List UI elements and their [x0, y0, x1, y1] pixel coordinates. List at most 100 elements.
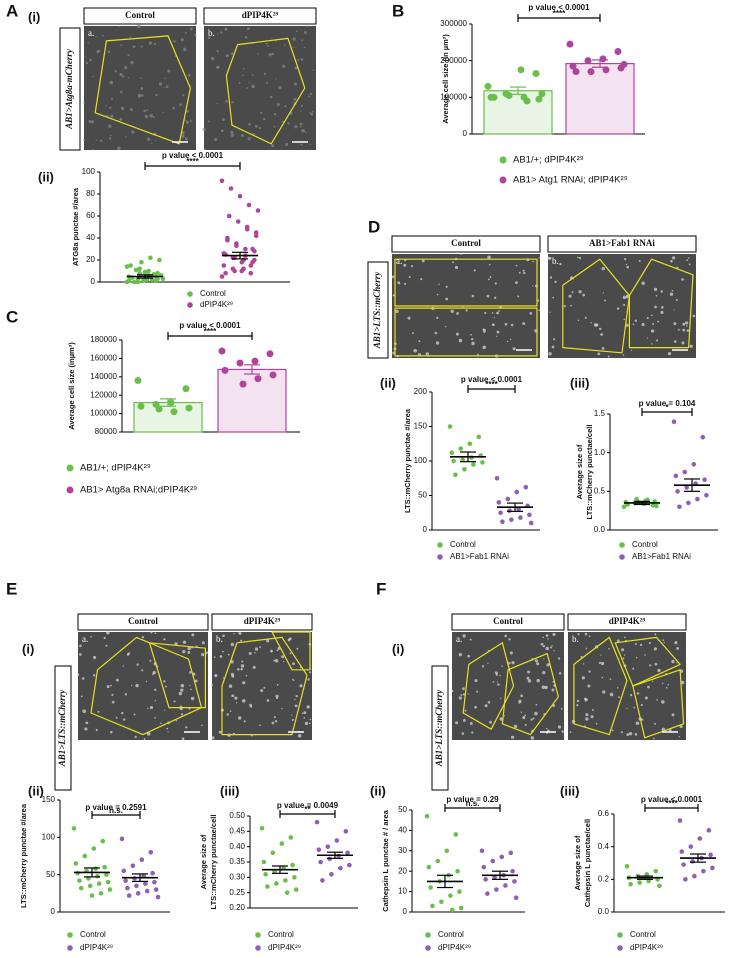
speckle	[462, 693, 466, 696]
data-point	[102, 864, 107, 870]
speckle	[146, 137, 151, 141]
speckle	[243, 720, 246, 723]
speckle	[512, 347, 516, 351]
data-point	[105, 879, 111, 885]
y-axis-label: Average size of	[199, 834, 208, 889]
cell-outline	[501, 653, 559, 736]
speckle	[526, 676, 530, 680]
speckle	[131, 130, 135, 134]
speckle	[228, 684, 233, 688]
speckle	[552, 296, 555, 299]
cell-outline	[628, 258, 694, 349]
data-point	[283, 878, 288, 883]
legend-label: AB1>Fab1 RNAi	[450, 552, 509, 561]
data-point	[624, 863, 630, 869]
data-point	[449, 450, 455, 456]
speckle	[293, 97, 297, 101]
speckle	[641, 281, 645, 285]
speckle	[149, 705, 154, 710]
speckle	[242, 67, 245, 70]
speckle	[636, 692, 640, 695]
speckle	[651, 343, 653, 345]
speckle	[194, 679, 198, 683]
speckle	[518, 699, 522, 704]
data-point	[252, 257, 257, 263]
data-point	[682, 469, 688, 475]
speckle	[291, 714, 293, 716]
panel-letter: E	[6, 579, 17, 598]
speckle	[527, 679, 532, 683]
speckle	[522, 716, 526, 720]
speckle	[269, 95, 273, 99]
data-point	[677, 818, 683, 823]
speckle	[167, 731, 169, 733]
y-tick-label: 0.25	[229, 888, 245, 897]
column-header-box	[567, 613, 687, 631]
speckle	[510, 735, 515, 739]
column-header: Control	[128, 616, 158, 626]
speckle	[190, 696, 195, 701]
speckle	[309, 718, 312, 721]
speckle	[588, 635, 591, 638]
speckle	[676, 646, 680, 650]
speckle	[582, 663, 585, 665]
data-point	[243, 246, 248, 252]
speckle	[257, 53, 259, 55]
speckle	[458, 696, 462, 700]
speckle	[626, 733, 630, 737]
data-point	[614, 48, 622, 55]
speckle	[140, 77, 142, 80]
y-tick-label: 80	[86, 189, 95, 198]
y-axis-label: LTS::mCherry punctae #/area	[19, 803, 28, 908]
speckle	[591, 709, 594, 711]
speckle	[241, 660, 244, 663]
speckle	[471, 341, 475, 346]
data-point	[73, 861, 79, 866]
speckle	[309, 143, 311, 146]
data-point	[500, 519, 505, 525]
speckle	[244, 35, 248, 39]
speckle	[638, 259, 641, 263]
speckle	[301, 129, 305, 133]
speckle	[144, 114, 149, 119]
legend-label: AB1> Atg1 RNAi; dPIP4K²⁹	[513, 175, 628, 186]
data-point	[239, 380, 247, 388]
y-tick-label: 0.50	[229, 811, 245, 820]
speckle	[474, 679, 478, 683]
column-header: dPIP4K²⁹	[244, 616, 281, 626]
speckle	[607, 355, 610, 358]
speckle	[635, 721, 640, 726]
image-tag: a.	[82, 634, 88, 644]
speckle	[152, 673, 154, 676]
speckle	[148, 41, 153, 45]
y-tick-label: 50	[46, 870, 55, 879]
data-point	[535, 95, 543, 103]
speckle	[309, 722, 311, 725]
speckle	[308, 95, 311, 98]
data-point	[492, 875, 497, 880]
speckle	[609, 692, 614, 697]
speckle	[403, 263, 407, 267]
data-point	[77, 878, 82, 883]
speckle	[77, 673, 80, 676]
speckle	[292, 678, 294, 680]
legend-label: AB1/+; dPIP4K²⁹	[513, 155, 584, 166]
data-point	[654, 503, 659, 509]
significance: ****	[665, 799, 678, 808]
data-point	[679, 849, 685, 854]
speckle	[522, 269, 525, 272]
data-point	[71, 826, 77, 831]
speckle	[304, 131, 307, 134]
data-point	[263, 871, 268, 877]
speckle	[135, 683, 139, 688]
speckle	[188, 707, 191, 710]
legend-marker	[437, 542, 443, 548]
data-point	[137, 266, 142, 272]
speckle	[634, 643, 637, 646]
speckle	[292, 37, 296, 41]
speckle	[87, 42, 89, 44]
speckle	[201, 724, 203, 727]
speckle	[534, 659, 539, 663]
data-point	[458, 905, 464, 911]
